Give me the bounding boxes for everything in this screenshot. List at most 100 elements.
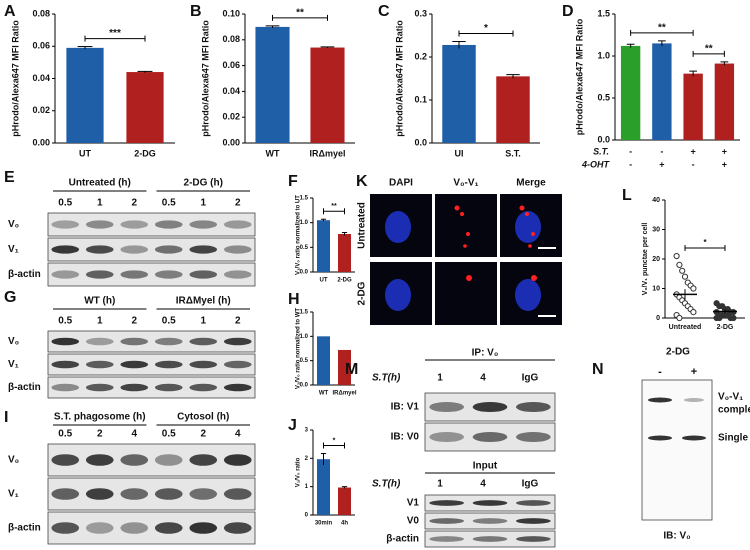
bar <box>620 45 641 140</box>
lane-label: 0.5 <box>58 198 72 209</box>
y-tick-label: 2 <box>305 456 309 462</box>
nucleus <box>515 211 541 243</box>
column-label: V₀-V₁ <box>453 178 478 189</box>
x-tick-label: 2-DG <box>717 324 734 331</box>
y-tick-label: 30 <box>652 226 660 233</box>
panel-letter: B <box>190 3 202 20</box>
blot-footer: IB: V₀ <box>663 531 690 542</box>
band-label: Single V₀ <box>718 433 750 444</box>
significance-label: ** <box>296 8 304 19</box>
blot-band <box>85 454 114 466</box>
blot-band <box>120 360 149 369</box>
row-label: β-actin <box>8 382 41 393</box>
panel-letter: N <box>592 361 604 378</box>
micrograph-tile <box>435 194 497 257</box>
group-label: S.T. phagosome (h) <box>54 412 146 423</box>
group-label: WT (h) <box>84 296 115 307</box>
lane-label: 1 <box>97 316 103 327</box>
lane-label: IgG <box>522 373 539 384</box>
row-label: V₁ <box>8 489 19 500</box>
nucleus <box>385 279 411 311</box>
blot-band <box>154 522 183 534</box>
bar <box>126 72 164 143</box>
bar <box>316 336 331 385</box>
data-point <box>690 285 697 292</box>
blot-band <box>223 454 252 466</box>
group-label: Cytosol (h) <box>177 412 229 423</box>
y-axis-label: pHrodo/Alexa647 MFI Ratio <box>10 20 20 137</box>
blot-band <box>429 401 464 413</box>
blot-band <box>85 383 114 392</box>
condition-mark: - <box>660 146 663 156</box>
panel-letter: G <box>4 289 16 306</box>
puncta <box>460 212 464 216</box>
blot-band <box>516 401 551 413</box>
y-tick-label: 0.00 <box>222 137 240 147</box>
blot-band <box>189 383 218 392</box>
x-tick-label: UI <box>455 148 464 158</box>
blot-band <box>516 431 551 443</box>
blot-band <box>85 488 114 500</box>
x-tick-label: Untreated <box>669 324 702 331</box>
blot-band <box>154 383 183 392</box>
blot-band <box>189 360 218 369</box>
blot-band <box>120 245 149 254</box>
y-tick-label: 0.02 <box>32 105 50 115</box>
band-label: complex <box>718 405 750 416</box>
data-point <box>676 261 683 268</box>
lane-label: 0.5 <box>58 316 72 327</box>
blot-band <box>189 522 218 534</box>
lane-label: 4 <box>480 373 486 384</box>
data-point <box>673 252 680 260</box>
puncta <box>463 244 467 248</box>
blot-band <box>189 337 218 346</box>
y-tick-label: 0.5 <box>300 245 309 251</box>
y-tick-label: 3 <box>305 428 309 434</box>
row-label: β-actin <box>8 523 41 534</box>
blot-strip <box>47 443 256 477</box>
x-tick-label: UT <box>320 278 328 284</box>
blot-band <box>85 337 114 346</box>
puncta <box>519 205 525 211</box>
puncta <box>466 232 470 236</box>
bar <box>652 43 672 140</box>
blot-band <box>154 337 183 346</box>
y-tick-label: 0.1 <box>414 94 427 104</box>
y-tick-label: 40 <box>652 197 660 204</box>
blot-band <box>51 522 80 534</box>
puncta <box>531 275 537 281</box>
nucleus <box>385 211 411 243</box>
condition-mark: + <box>659 159 664 169</box>
blot-band <box>85 360 114 369</box>
blot-band <box>85 245 114 254</box>
data-point <box>681 273 689 280</box>
data-point <box>690 309 697 316</box>
y-axis-label: pHrodo/Alexa647 MFI Ratio <box>394 20 404 137</box>
x-tick-label: 2-DG <box>134 148 156 158</box>
blot-band <box>472 401 508 413</box>
blot-band <box>472 536 508 542</box>
blot-band <box>189 488 218 500</box>
blot-band <box>120 488 149 500</box>
x-tick-label: WT <box>319 391 329 397</box>
y-tick-label: 1.5 <box>300 196 309 202</box>
blot-band <box>429 431 464 443</box>
panel-letter: J <box>288 417 297 434</box>
y-tick-label: 0.08 <box>32 8 50 18</box>
x-tick-label: IRΔmyel <box>333 391 357 397</box>
condition-label: S.T. <box>593 146 609 156</box>
blot-band <box>154 488 183 500</box>
x-tick-label: WT <box>266 148 280 158</box>
data-point <box>679 267 686 274</box>
blot-band <box>51 454 80 466</box>
blot-band <box>189 220 218 229</box>
lane-label: IgG <box>522 479 539 490</box>
y-axis-label: pHrodo/Alexa647 MFI Ratio <box>574 18 584 135</box>
puncta <box>525 212 529 216</box>
blot-band <box>154 245 183 254</box>
y-tick-label: 0.02 <box>222 112 240 122</box>
nucleus <box>515 279 541 311</box>
lane-label: 2 <box>131 316 137 327</box>
row-label: β-actin <box>386 534 419 545</box>
